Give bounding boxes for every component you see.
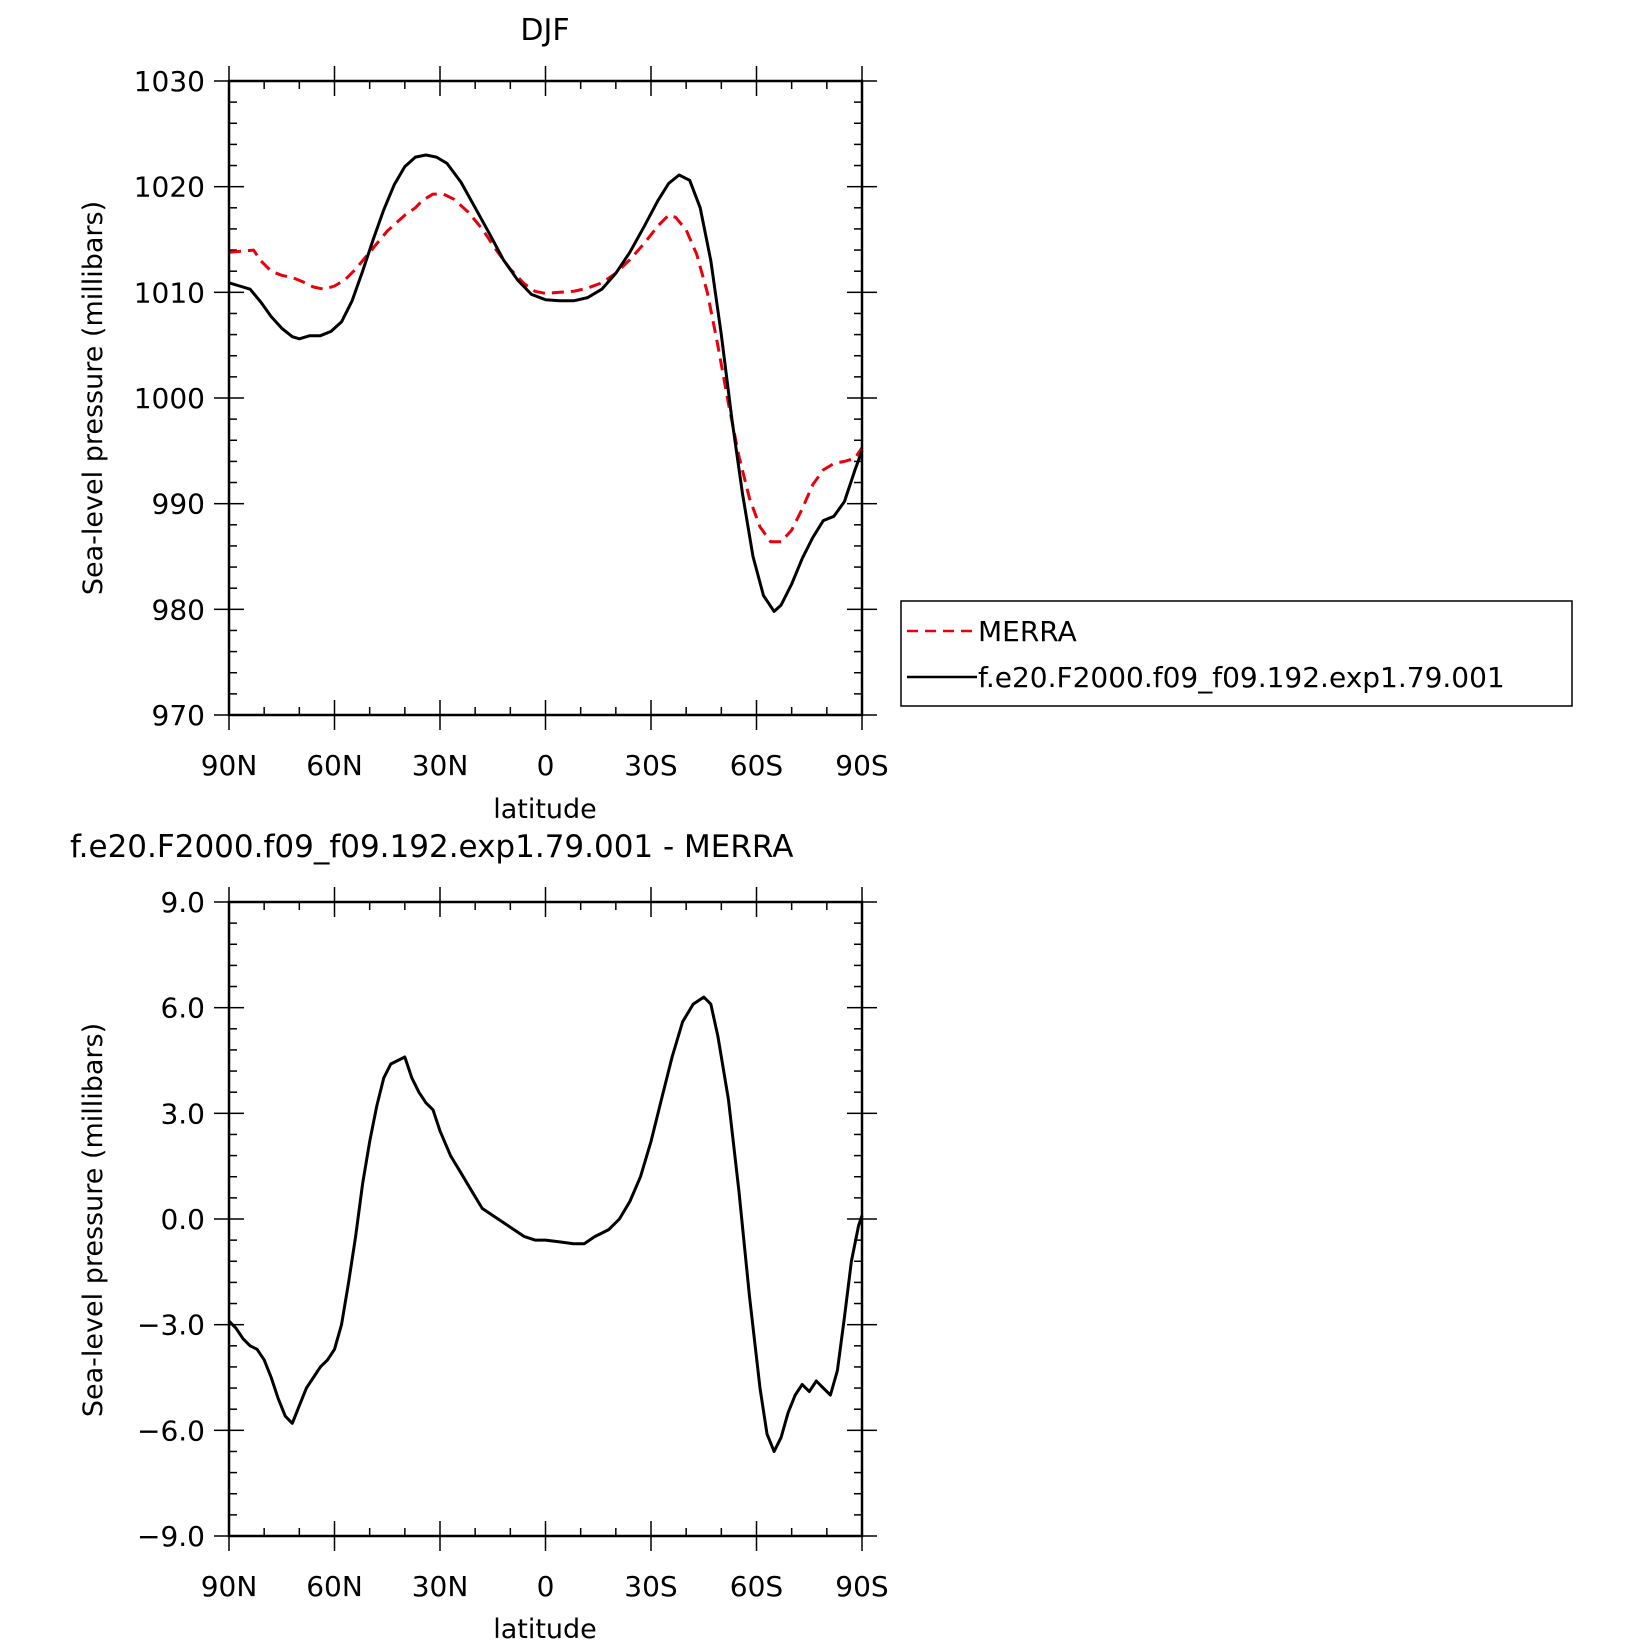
tick-label-group: 90N 60N 30N 0 30S 60S 90S 970 980 990 1000 1010 1020… bbox=[134, 65, 889, 782]
series-line-a bbox=[228, 192, 864, 544]
legend: MERRA f.e20.F2000.f09_f09.192.exp1.79.00… bbox=[900, 600, 1573, 707]
y-tick-label: −9.0 bbox=[137, 1520, 205, 1553]
chart-title: DJF bbox=[520, 13, 569, 48]
series-group bbox=[228, 153, 864, 613]
y-tick-label: 1030 bbox=[134, 65, 205, 98]
y-tick-label: 3.0 bbox=[160, 1097, 205, 1130]
top-chart: DJF 90N 60N 30N 0 30S 60S 90S 970 980 990 1000 1010… bbox=[78, 13, 889, 825]
x-tick-label: 60S bbox=[730, 1570, 783, 1603]
tick-group bbox=[214, 887, 877, 1551]
y-tick-label: −6.0 bbox=[137, 1414, 205, 1447]
y-tick-label: −3.0 bbox=[137, 1309, 205, 1342]
x-tick-label: 60N bbox=[306, 1570, 363, 1603]
tick-group bbox=[214, 66, 877, 730]
x-tick-label: 0 bbox=[537, 1570, 555, 1603]
x-tick-label: 90S bbox=[835, 749, 888, 782]
legend-label-model: f.e20.F2000.f09_f09.192.exp1.79.001 bbox=[978, 661, 1505, 694]
x-tick-label: 30N bbox=[412, 1570, 469, 1603]
plot-frame bbox=[227, 79, 864, 717]
y-tick-label: 0.0 bbox=[160, 1203, 205, 1236]
y-tick-label: 1010 bbox=[134, 276, 205, 309]
x-tick-label: 30S bbox=[624, 749, 677, 782]
bottom-chart: f.e20.F2000.f09_f09.192.exp1.79.001 - ME… bbox=[70, 829, 889, 1645]
y-axis-label: Sea-level pressure (millibars) bbox=[78, 1023, 109, 1417]
x-axis-label: latitude bbox=[493, 1614, 597, 1645]
y-tick-label: 980 bbox=[152, 593, 205, 626]
legend-label-merra: MERRA bbox=[978, 615, 1077, 648]
y-tick-label: 970 bbox=[152, 699, 205, 732]
plot-frame bbox=[227, 900, 864, 1538]
x-tick-label: 0 bbox=[537, 749, 555, 782]
y-axis-label: Sea-level pressure (millibars) bbox=[78, 201, 109, 595]
x-axis-label: latitude bbox=[493, 794, 597, 825]
x-tick-label: 90S bbox=[835, 1570, 888, 1603]
x-tick-label: 90N bbox=[201, 749, 258, 782]
x-tick-label: 60N bbox=[306, 749, 363, 782]
y-tick-label: 9.0 bbox=[160, 886, 205, 919]
chart-title: f.e20.F2000.f09_f09.192.exp1.79.001 - ME… bbox=[70, 829, 793, 865]
series-group bbox=[227, 995, 864, 1453]
y-tick-label: 6.0 bbox=[160, 992, 205, 1025]
legend-box bbox=[900, 600, 1573, 707]
y-tick-label: 990 bbox=[152, 488, 205, 521]
series-line-a bbox=[227, 995, 864, 1453]
x-tick-label: 90N bbox=[201, 1570, 258, 1603]
x-tick-label: 30S bbox=[624, 1570, 677, 1603]
y-tick-label: 1020 bbox=[134, 171, 205, 204]
x-tick-label: 60S bbox=[730, 749, 783, 782]
tick-label-group: 90N 60N 30N 0 30S 60S 90S −9.0 −6.0 −3.0 0.0 3.0 6.0… bbox=[137, 886, 889, 1603]
y-tick-label: 1000 bbox=[134, 382, 205, 415]
series-line-b bbox=[228, 153, 864, 613]
x-tick-label: 30N bbox=[412, 749, 469, 782]
